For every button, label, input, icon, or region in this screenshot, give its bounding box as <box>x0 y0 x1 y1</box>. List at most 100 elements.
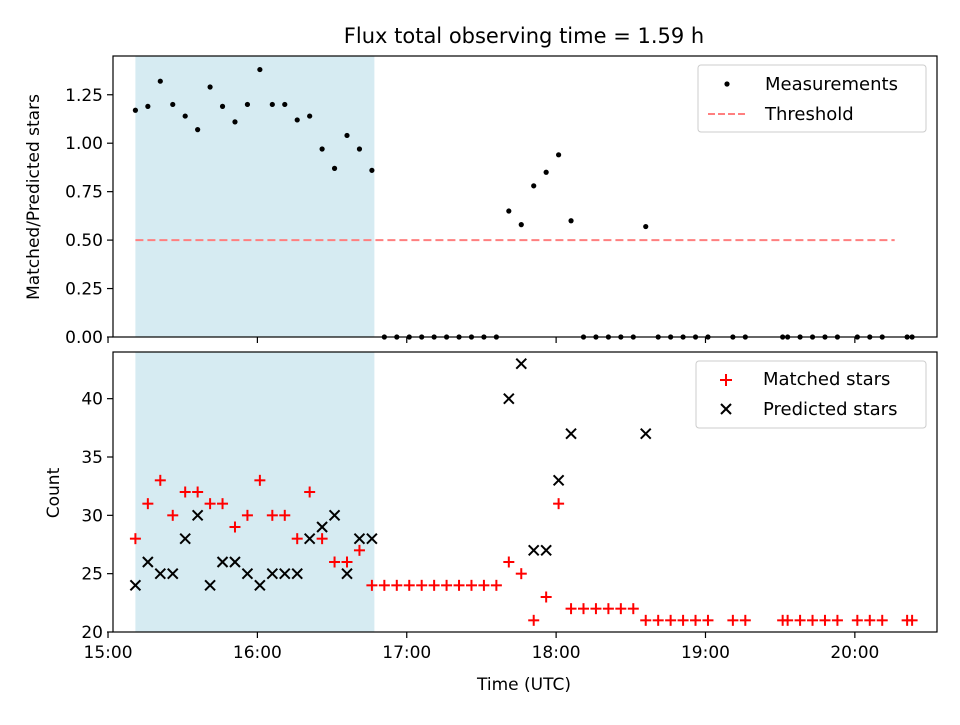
legend-measurements-marker <box>724 81 730 87</box>
predicted-star-stroke <box>241 567 254 580</box>
matched-star-point <box>378 579 390 591</box>
bottom-x-tick-label: 18:00 <box>532 643 581 663</box>
measurement-point <box>556 152 562 158</box>
measurement-point <box>132 107 139 113</box>
predicted-star-point <box>167 567 179 580</box>
matched-star-point <box>366 579 378 591</box>
predicted-star-point <box>316 521 328 533</box>
measurement-point <box>244 101 251 108</box>
predicted-star-stroke <box>229 556 241 568</box>
bottom-legend: Matched stars Predicted stars <box>695 360 927 429</box>
matched-star-point <box>590 603 602 615</box>
matched-star-point <box>794 614 806 626</box>
predicted-star-stroke <box>552 474 565 487</box>
matched-star-point <box>217 498 229 510</box>
measurement-point <box>643 223 649 230</box>
top-legend-box <box>697 64 927 133</box>
measurement-point <box>219 103 226 109</box>
matched-star-point <box>782 614 794 626</box>
measurement-point <box>369 167 375 173</box>
measurement-point <box>145 103 151 109</box>
predicted-star-stroke <box>254 579 266 592</box>
bottom-x-tick-label: 19:00 <box>681 643 730 663</box>
top-plot-area: 0.00 0.25 0.50 0.75 1.00 1.25 <box>65 55 938 348</box>
top-y-tick-label: 0.75 <box>65 183 103 203</box>
predicted-star-stroke <box>640 427 652 440</box>
predicted-star-stroke <box>129 579 142 592</box>
matched-star-point <box>540 591 552 603</box>
top-panel: Flux total observing time = 1.59 h Match… <box>24 24 938 348</box>
measurement-point <box>294 117 300 123</box>
matched-star-point <box>329 556 341 568</box>
matched-star-point <box>515 568 527 580</box>
x-axis-label: Time (UTC) <box>476 675 571 695</box>
matched-star-point <box>690 614 702 626</box>
measurement-point <box>232 119 238 125</box>
top-axes-frame <box>112 55 938 338</box>
top-y-tick-label: 1.25 <box>65 86 103 106</box>
measurement-point <box>568 218 574 224</box>
matched-star-point <box>428 579 440 591</box>
measurement-point <box>195 127 201 133</box>
predicted-star-stroke <box>528 544 540 557</box>
bottom-shaded-region <box>135 352 375 632</box>
predicted-star-point <box>291 567 303 580</box>
matched-star-point <box>702 614 714 626</box>
top-legend: Measurements Threshold <box>697 64 927 133</box>
matched-star-point <box>578 603 590 615</box>
top-y-axis-label: Matched/Predicted stars <box>24 94 44 300</box>
predicted-star-point <box>191 509 204 522</box>
matched-star-point <box>864 614 876 626</box>
top-y-tick-label: 0.25 <box>65 280 103 300</box>
measurement-point <box>282 101 288 108</box>
legend-predicted-label: Predicted stars <box>763 399 897 420</box>
measurement-point <box>518 222 524 228</box>
matched-star-point <box>266 509 278 521</box>
top-shaded-region <box>135 56 375 337</box>
predicted-star-stroke <box>142 556 154 568</box>
predicted-star-stroke <box>328 509 341 522</box>
measurement-point <box>307 113 313 119</box>
matched-star-point <box>179 486 191 498</box>
predicted-star-point <box>266 567 279 580</box>
top-y-tick-label: 0.50 <box>65 231 103 251</box>
bottom-panel: Count Time (UTC) 15:00 16:00 17:00 18:00 19:… <box>44 351 938 695</box>
legend-predicted-marker <box>720 403 732 415</box>
predicted-star-point <box>328 509 341 522</box>
predicted-star-point <box>528 544 540 557</box>
bottom-y-tick-label: 20 <box>81 623 103 643</box>
matched-star-point <box>279 509 291 521</box>
measurement-point <box>531 183 537 189</box>
legend-matched-marker <box>720 374 732 386</box>
matched-star-point <box>739 614 751 626</box>
predicted-star-point <box>515 357 527 370</box>
measurement-point <box>356 146 363 152</box>
matched-star-point <box>831 614 843 626</box>
bottom-axes-frame <box>112 351 938 633</box>
measurement-point <box>257 66 263 73</box>
legend-matched-label: Matched stars <box>763 369 890 390</box>
matched-star-point <box>304 486 316 498</box>
predicted-star-stroke <box>316 521 328 533</box>
matched-star-point <box>129 533 141 545</box>
matched-star-point <box>391 579 403 591</box>
matched-star-point <box>204 498 216 510</box>
predicted-star-point <box>142 556 154 568</box>
measurement-point <box>157 78 163 84</box>
matched-star-point <box>503 556 515 568</box>
predicted-star-stroke <box>503 392 515 405</box>
predicted-star-point <box>229 556 241 568</box>
predicted-star-stroke <box>540 544 552 557</box>
bottom-y-tick-label: 30 <box>81 506 103 526</box>
measurement-point <box>207 84 213 90</box>
matched-star-point <box>229 521 241 533</box>
bottom-x-tick-label: 15:00 <box>84 643 133 663</box>
predicted-star-stroke <box>366 532 378 545</box>
matched-star-point <box>341 556 353 568</box>
matched-star-point <box>478 579 490 591</box>
measurement-point <box>506 208 512 214</box>
legend-measurements-label: Measurements <box>765 74 898 95</box>
matched-star-point <box>602 603 614 615</box>
